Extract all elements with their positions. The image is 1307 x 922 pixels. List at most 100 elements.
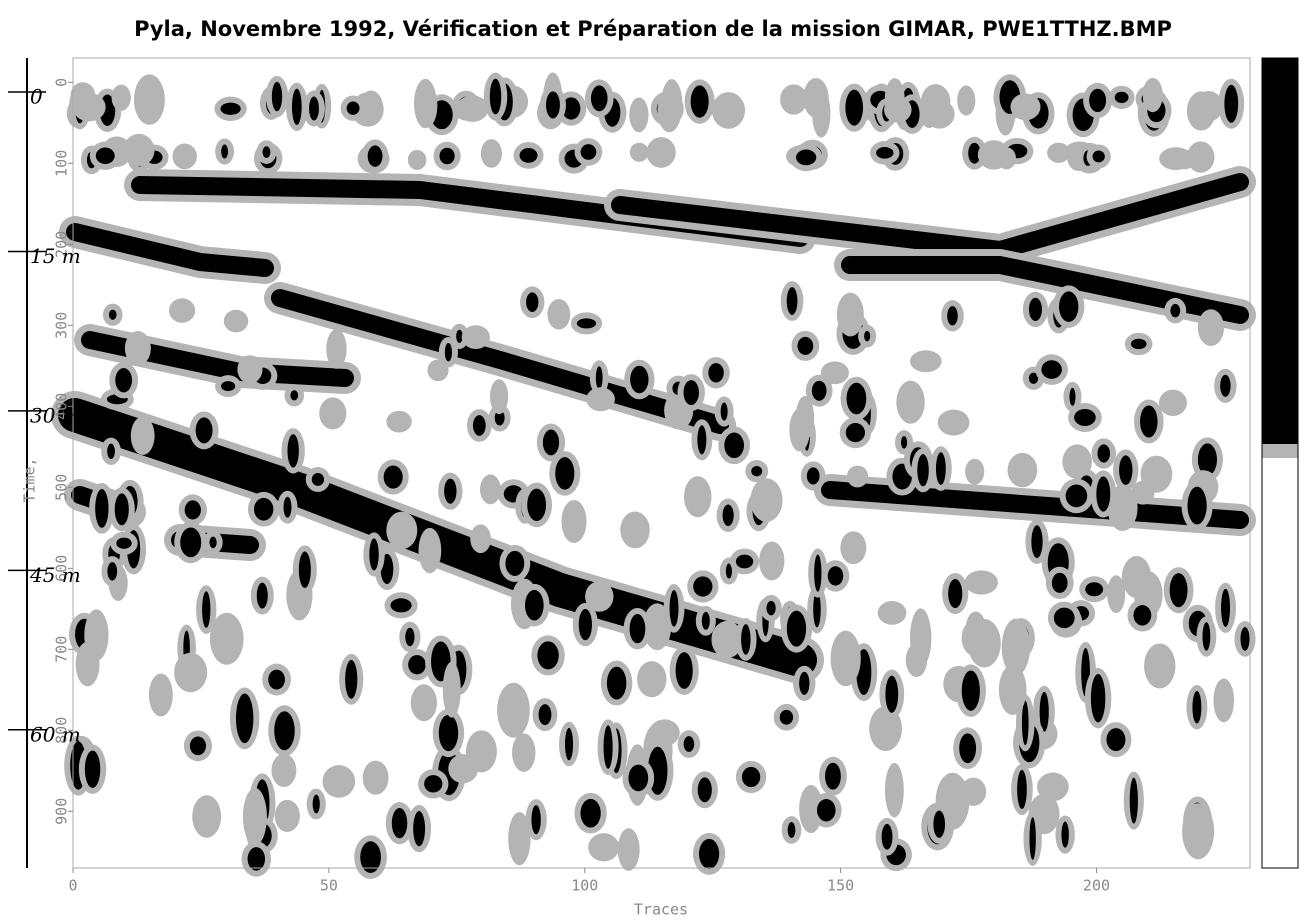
reflection-halo [386, 511, 418, 550]
reflection [630, 365, 649, 394]
reflection [1074, 409, 1096, 427]
depth-tick-label: 30 m [30, 403, 81, 427]
reflection-halo [237, 355, 263, 384]
reflection-halo [846, 465, 869, 488]
reflection [290, 390, 299, 401]
reflection-halo [480, 139, 502, 168]
reflection-halo [617, 828, 640, 871]
reflection [1028, 297, 1042, 322]
reflection [444, 342, 452, 362]
reflection [786, 610, 807, 647]
reflection [1031, 525, 1043, 559]
reflection [1220, 374, 1231, 397]
reflection-halo [1159, 147, 1193, 171]
reflection [1224, 84, 1239, 123]
reflection [274, 711, 295, 751]
reflection [698, 838, 720, 869]
reflection-halo [588, 833, 620, 862]
reflection [519, 148, 538, 163]
reflection [720, 402, 728, 421]
reflection [1092, 150, 1105, 163]
reflection-halo [1047, 142, 1071, 163]
reflection [438, 714, 459, 752]
reflection [298, 551, 311, 588]
reflection [1106, 728, 1126, 752]
reflection [595, 366, 603, 390]
reflection [935, 452, 946, 485]
reflection [291, 88, 302, 125]
reflection [1114, 91, 1129, 104]
reflection [1169, 573, 1188, 608]
reflection [107, 562, 118, 581]
reflection [876, 147, 894, 159]
reflection [590, 85, 608, 112]
reflection [526, 292, 539, 313]
reflection-halo [637, 661, 667, 698]
reflection-halo [820, 361, 849, 385]
color-bar-segment [1262, 58, 1298, 444]
reflection [1170, 303, 1181, 318]
reflection [494, 410, 505, 426]
reflection-halo [884, 762, 904, 818]
chart-title: Pyla, Novembre 1992, Vérification et Pré… [134, 17, 1172, 41]
reflection-halo [1107, 575, 1126, 614]
reflection [1069, 387, 1076, 406]
reflection [1140, 405, 1158, 438]
reflection-halo [416, 84, 438, 128]
reflection [576, 318, 597, 329]
reflection [209, 536, 217, 549]
reflection [825, 762, 841, 790]
reflection [202, 591, 211, 628]
reflection [184, 500, 201, 520]
reflection [1039, 691, 1049, 732]
reflection-halo [750, 478, 783, 522]
reflection-halo [909, 350, 942, 373]
reflection-halo [172, 143, 197, 170]
reflection [1192, 691, 1202, 724]
reflection [195, 417, 213, 444]
reflection [845, 89, 864, 126]
reflection-halo [585, 581, 614, 612]
reflection-halo [649, 719, 680, 746]
reflection [827, 566, 844, 586]
reflection [114, 493, 129, 526]
reflection [346, 101, 360, 115]
reflection [1029, 817, 1036, 860]
reflection [391, 808, 408, 839]
reflection [697, 425, 707, 455]
reflection [675, 652, 693, 689]
reflection [405, 627, 415, 647]
reflection [66, 223, 274, 277]
reflection [766, 600, 776, 616]
reflection [846, 382, 867, 415]
reflection [108, 309, 117, 320]
reflection [947, 306, 958, 326]
reflection-halo [657, 88, 682, 133]
reflection [708, 363, 724, 383]
reflection-halo [326, 329, 347, 369]
y-tick-label: 600 [53, 555, 71, 582]
reflection [180, 527, 202, 558]
reflection [424, 775, 443, 793]
reflection [256, 582, 268, 609]
y-tick-label: 900 [53, 798, 71, 825]
y-tick-label: 400 [53, 393, 71, 420]
color-bar-segment [1262, 444, 1298, 458]
reflection [885, 675, 899, 713]
reflection [1096, 476, 1111, 512]
reflection [811, 380, 827, 401]
reflection-halo [909, 608, 932, 668]
reflection [283, 496, 292, 518]
reflection [107, 443, 115, 459]
reflection-halo [70, 82, 96, 109]
reflection-halo [271, 753, 297, 788]
reflection-halo [1131, 480, 1155, 505]
reflection [220, 102, 241, 115]
reflection [701, 611, 710, 630]
reflection [271, 289, 729, 434]
reflection [751, 466, 763, 477]
reflection-halo [322, 765, 356, 798]
reflection [472, 415, 486, 436]
reflection-halo [1144, 643, 1176, 689]
